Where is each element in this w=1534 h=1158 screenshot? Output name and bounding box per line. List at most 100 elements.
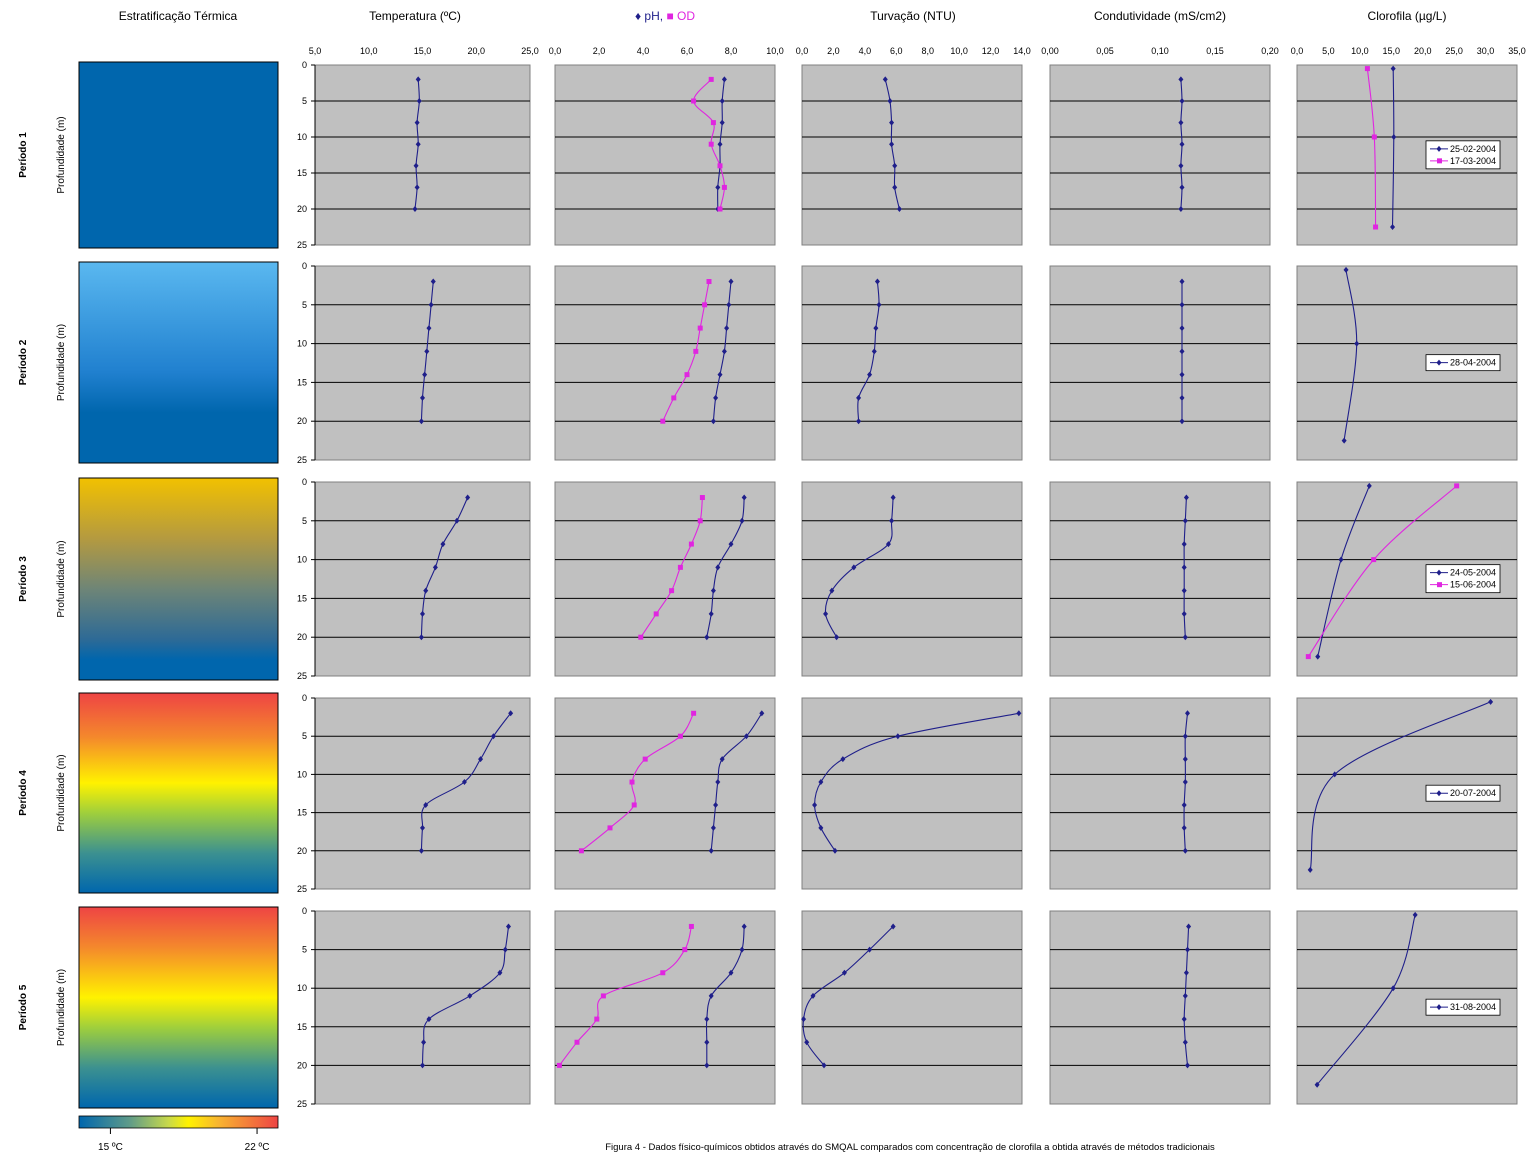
data-point-diamond — [412, 206, 418, 212]
legend-swatch-diamond — [1436, 1004, 1442, 1011]
data-point-diamond — [812, 801, 818, 808]
data-point-diamond — [1178, 162, 1184, 169]
data-point-diamond — [1182, 517, 1188, 524]
plot-area — [801, 265, 1023, 461]
data-point-diamond — [1390, 224, 1396, 230]
y-tick-label: 0 — [302, 60, 307, 70]
data-point-diamond — [759, 710, 765, 717]
legend-box — [1425, 784, 1501, 802]
x-tick-label: 14,0 — [1013, 46, 1031, 56]
data-point-diamond — [832, 847, 838, 854]
data-point-square — [697, 325, 703, 331]
plot-panel: 0 5 10 15 20 25 — [297, 60, 531, 250]
data-point-diamond — [713, 801, 719, 808]
data-point-diamond — [834, 634, 840, 641]
legend-entry: 25-02-2004 — [1450, 144, 1496, 154]
data-point-diamond — [416, 98, 422, 104]
plot-panel — [1049, 697, 1271, 890]
y-tick-label: 25 — [297, 671, 307, 681]
legend-entry: 31-08-2004 — [1450, 1002, 1496, 1012]
series-line — [1316, 914, 1416, 1086]
data-point-diamond — [882, 76, 888, 83]
data-point-diamond — [1181, 587, 1187, 594]
x-tick-label: 15,0 — [414, 46, 432, 56]
x-tick-label: 6,0 — [890, 46, 903, 56]
plot-panel — [1049, 481, 1271, 677]
data-point-diamond — [890, 494, 896, 501]
data-point-diamond — [867, 946, 873, 953]
x-tick-label: 25,0 — [1445, 46, 1463, 56]
data-point-diamond — [1181, 1016, 1187, 1023]
data-point-diamond — [508, 710, 514, 717]
x-tick-label: 12,0 — [982, 46, 1000, 56]
plot-panel: 24-05-2004 15-06-2004 — [1296, 481, 1518, 677]
data-point-square — [607, 825, 613, 831]
data-point-diamond — [818, 779, 824, 786]
data-point-diamond — [420, 394, 425, 401]
column-header: Estratificação Térmica — [119, 9, 238, 23]
data-point-diamond — [874, 278, 880, 285]
x-tick-label: 0,0 — [796, 46, 809, 56]
colorbar-high-label: 22 ºC — [245, 1142, 270, 1153]
data-point-square — [684, 372, 690, 378]
depth-axis-label: Profundidade (m) — [56, 540, 67, 617]
data-point-diamond — [856, 418, 862, 425]
data-point-diamond — [741, 494, 747, 501]
y-tick-label: 10 — [297, 132, 307, 142]
data-point-diamond — [871, 348, 877, 355]
data-point-diamond — [432, 564, 438, 571]
data-point-diamond — [708, 847, 714, 854]
data-point-square — [1454, 483, 1460, 489]
plot-panel — [554, 64, 776, 246]
data-point-diamond — [422, 371, 428, 378]
data-point-square — [688, 541, 694, 547]
data-point-diamond — [885, 541, 891, 548]
data-point-square — [1364, 66, 1370, 72]
x-tick-label: 0,0 — [549, 46, 562, 56]
data-point-diamond — [810, 992, 816, 999]
data-point-diamond — [1390, 985, 1396, 992]
plot-panel: 0 5 10 15 20 25 — [297, 261, 531, 465]
data-point-diamond — [418, 847, 424, 854]
data-point-diamond — [461, 779, 467, 786]
legend-entry: 24-05-2004 — [1450, 568, 1496, 578]
data-point-diamond — [440, 541, 446, 548]
y-tick-label: 0 — [302, 693, 307, 703]
data-point-square — [1371, 134, 1377, 140]
data-point-square — [594, 1016, 600, 1022]
plot-area — [801, 910, 1023, 1105]
column-header: Clorofila (µg/L) — [1368, 9, 1447, 23]
y-tick-label: 10 — [297, 769, 307, 779]
plot-panel — [554, 265, 776, 461]
plot-panel — [801, 697, 1023, 890]
od-label: OD — [677, 9, 695, 23]
data-point-diamond — [876, 301, 882, 308]
data-point-diamond — [1338, 556, 1344, 563]
plot-panel: 0 5 10 15 20 25 — [297, 906, 531, 1109]
row-label-periodo: Período 4 — [18, 770, 29, 816]
data-point-diamond — [719, 98, 725, 104]
data-point-diamond — [726, 301, 732, 308]
data-point-diamond — [1412, 911, 1418, 918]
data-point-diamond — [801, 1016, 807, 1023]
legend-entry: 17-03-2004 — [1450, 156, 1496, 166]
legend-box — [1425, 564, 1501, 594]
y-tick-label: 15 — [297, 808, 307, 818]
data-point-diamond — [1185, 710, 1190, 717]
data-point-diamond — [721, 348, 727, 355]
plot-panel: 20-07-2004 — [1296, 697, 1518, 890]
x-tick-label: 10,0 — [950, 46, 968, 56]
data-point-diamond — [1341, 437, 1347, 444]
data-point-diamond — [418, 634, 424, 641]
data-point-diamond — [1016, 710, 1022, 717]
x-tick-label: 5,0 — [1322, 46, 1335, 56]
data-point-diamond — [823, 610, 829, 617]
data-point-diamond — [896, 206, 902, 212]
y-tick-label: 20 — [297, 1060, 307, 1070]
data-point-diamond — [889, 119, 895, 126]
plot-panel: 28-04-2004 — [1296, 265, 1518, 461]
plot-area — [314, 697, 531, 890]
y-tick-label: 15 — [297, 593, 307, 603]
figure-caption: Figura 4 - Dados físico-químicos obtidos… — [605, 1142, 1215, 1153]
